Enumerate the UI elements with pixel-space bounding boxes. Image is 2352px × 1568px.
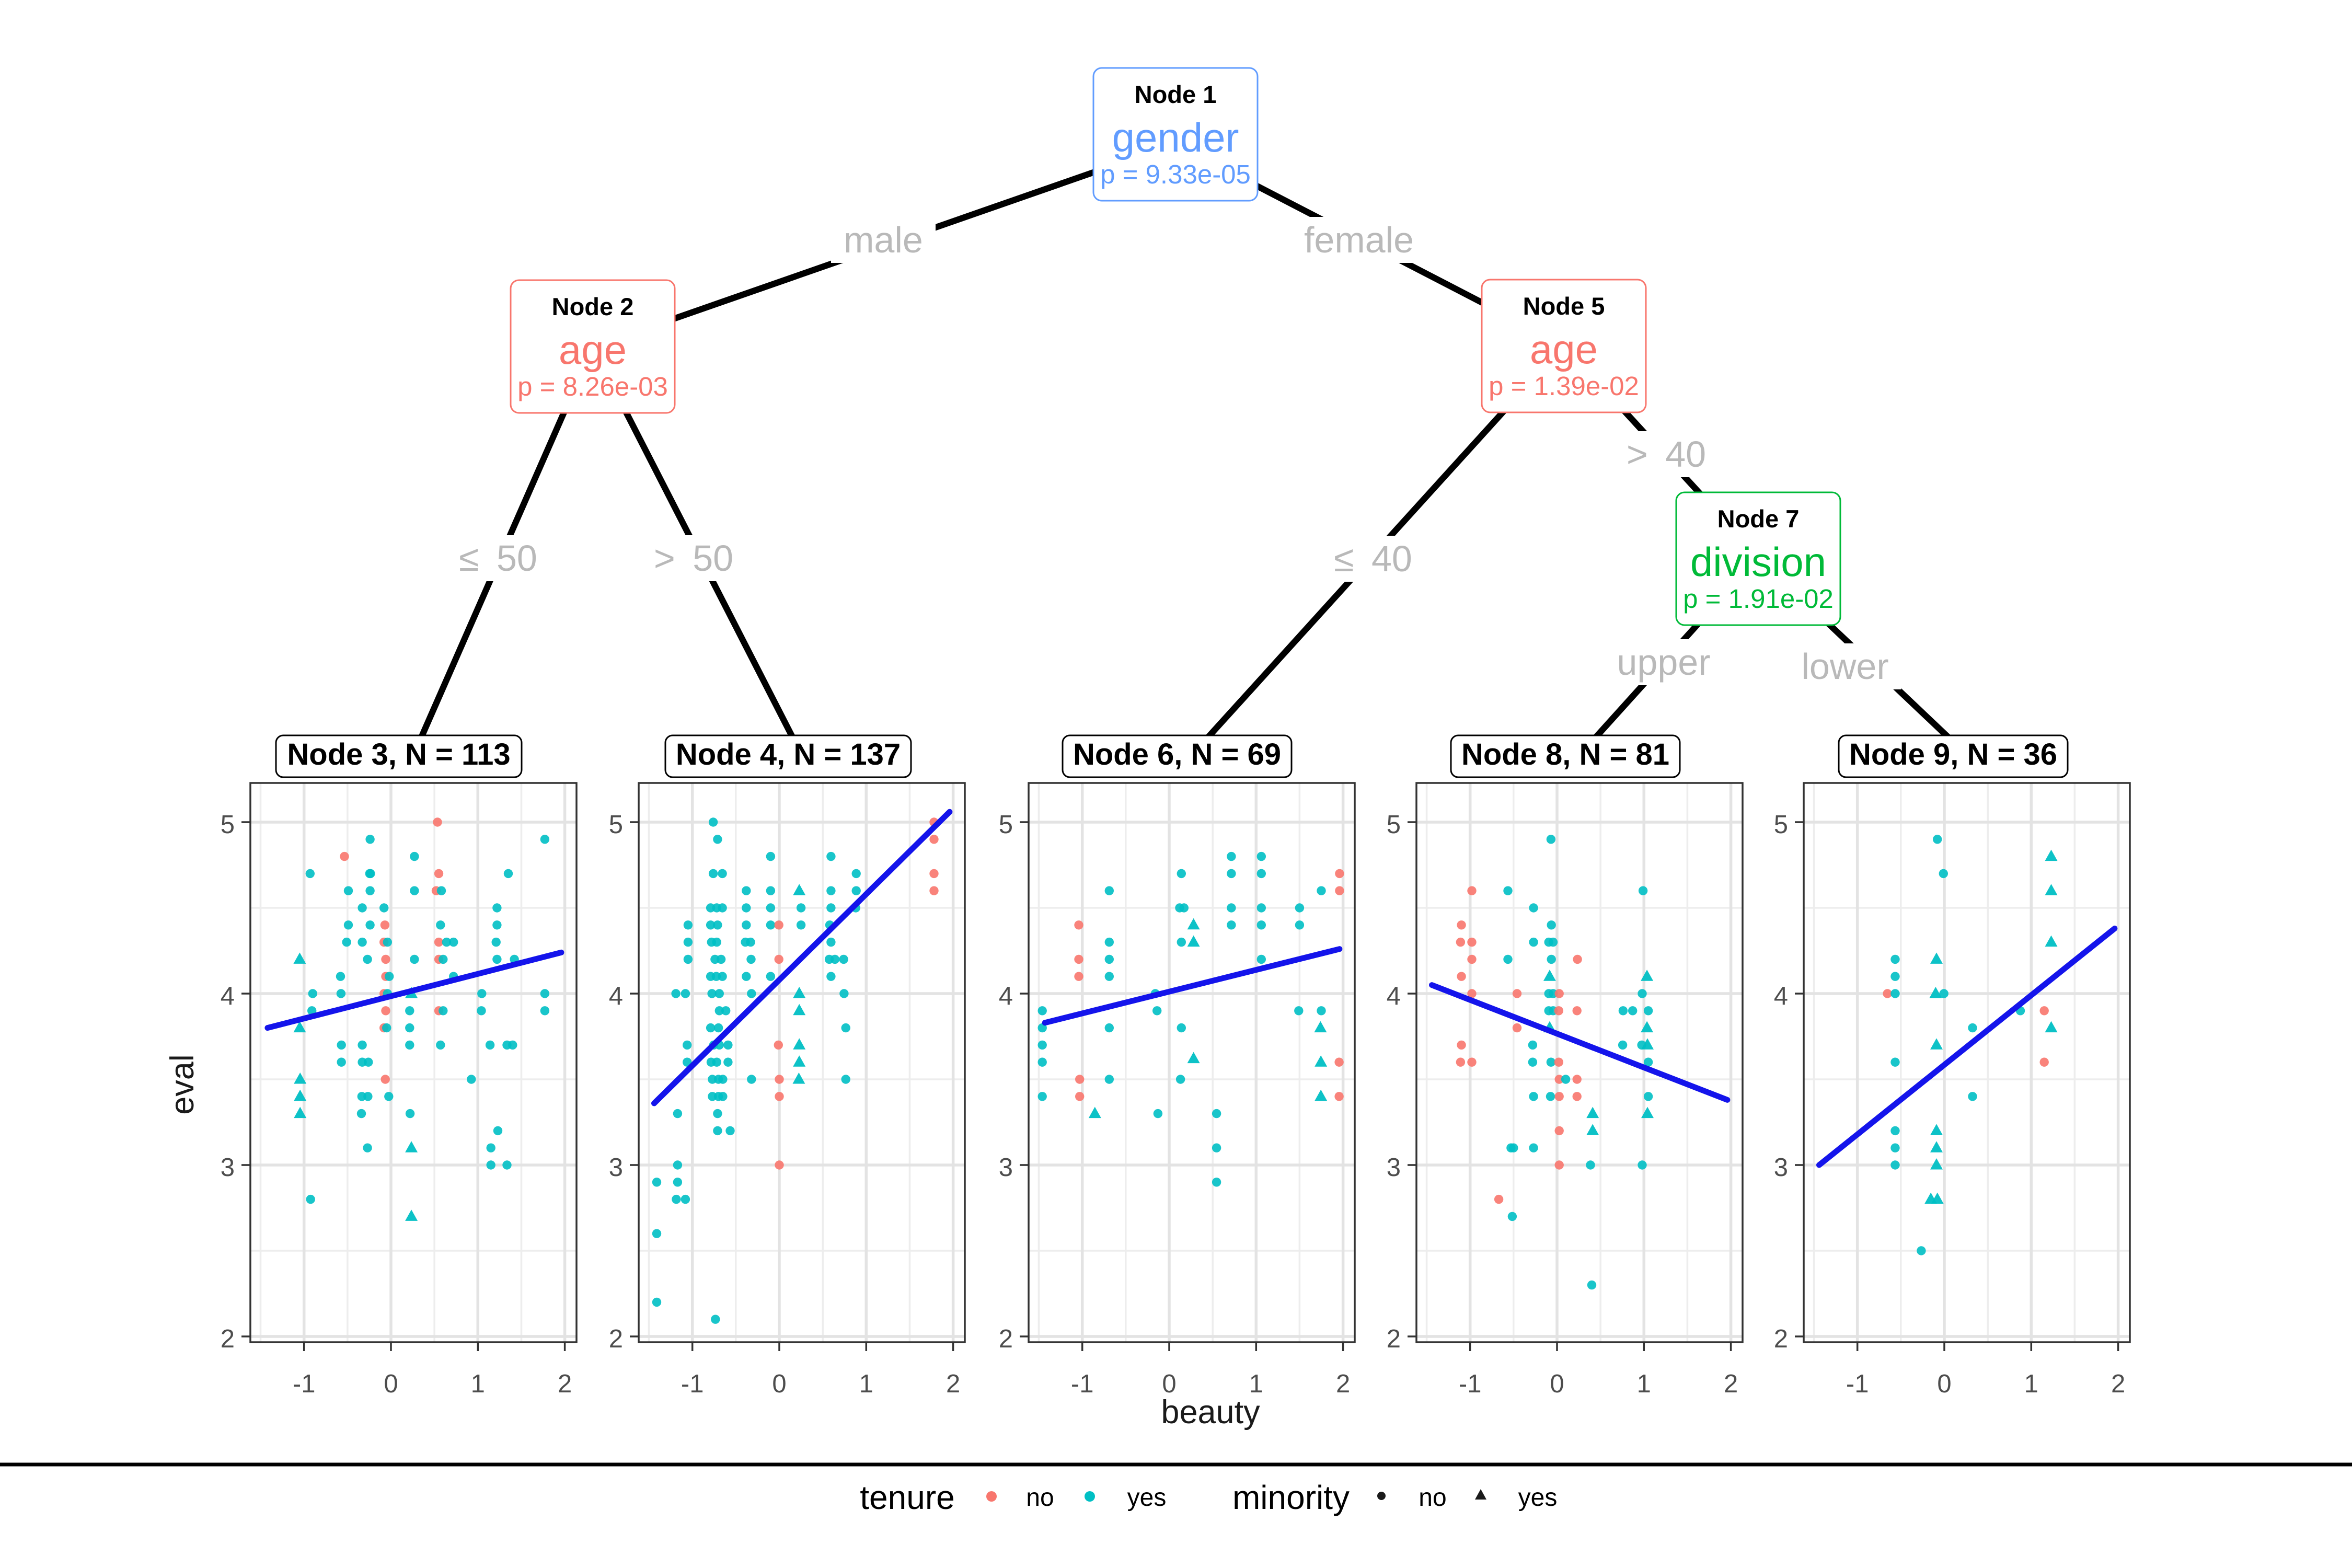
svg-text:> 50: > 50 <box>654 538 733 579</box>
svg-text:5: 5 <box>609 811 623 839</box>
svg-text:4: 4 <box>1387 982 1401 1010</box>
svg-text:2: 2 <box>999 1325 1013 1353</box>
svg-text:2: 2 <box>558 1370 572 1398</box>
svg-text:3: 3 <box>999 1154 1013 1182</box>
svg-text:-1: -1 <box>1071 1370 1094 1398</box>
svg-text:-1: -1 <box>681 1370 704 1398</box>
svg-text:5: 5 <box>1774 811 1788 839</box>
svg-text:1: 1 <box>2024 1370 2038 1398</box>
svg-text:Node 8, N = 81: Node 8, N = 81 <box>1461 737 1669 771</box>
svg-text:0: 0 <box>1550 1370 1564 1398</box>
svg-text:Node 6, N = 69: Node 6, N = 69 <box>1073 737 1281 771</box>
svg-text:2: 2 <box>1387 1325 1401 1353</box>
svg-text:5: 5 <box>221 811 235 839</box>
svg-text:4: 4 <box>221 982 235 1010</box>
svg-text:0: 0 <box>384 1370 398 1398</box>
svg-text:1: 1 <box>1249 1370 1263 1398</box>
svg-text:4: 4 <box>609 982 623 1010</box>
svg-text:yes: yes <box>1127 1484 1167 1512</box>
svg-text:division: division <box>1690 539 1826 585</box>
svg-text:2: 2 <box>1336 1370 1350 1398</box>
svg-text:-1: -1 <box>293 1370 316 1398</box>
svg-text:female: female <box>1304 220 1414 260</box>
svg-text:5: 5 <box>999 811 1013 839</box>
svg-text:Node 9, N = 36: Node 9, N = 36 <box>1849 737 2057 771</box>
svg-text:4: 4 <box>999 982 1013 1010</box>
svg-text:≤ 40: ≤ 40 <box>1334 538 1412 579</box>
svg-text:2: 2 <box>2111 1370 2125 1398</box>
svg-text:lower: lower <box>1801 646 1888 687</box>
svg-text:Node 1: Node 1 <box>1135 80 1217 108</box>
svg-text:2: 2 <box>946 1370 960 1398</box>
svg-text:0: 0 <box>1937 1370 1951 1398</box>
svg-text:male: male <box>844 220 923 260</box>
svg-text:Node 5: Node 5 <box>1523 292 1605 320</box>
svg-text:p = 1.39e-02: p = 1.39e-02 <box>1489 371 1639 401</box>
svg-text:Node 4, N = 137: Node 4, N = 137 <box>676 737 901 771</box>
svg-text:yes: yes <box>1518 1484 1558 1512</box>
svg-text:Node 2: Node 2 <box>552 293 634 320</box>
svg-text:5: 5 <box>1387 811 1401 839</box>
svg-text:1: 1 <box>1637 1370 1651 1398</box>
svg-text:no: no <box>1419 1484 1446 1512</box>
svg-text:age: age <box>1530 326 1598 372</box>
svg-text:-1: -1 <box>1459 1370 1482 1398</box>
svg-text:3: 3 <box>609 1154 623 1182</box>
svg-text:2: 2 <box>221 1325 235 1353</box>
svg-text:3: 3 <box>1387 1154 1401 1182</box>
svg-text:0: 0 <box>1162 1370 1176 1398</box>
svg-text:2: 2 <box>609 1325 623 1353</box>
svg-text:2: 2 <box>1774 1325 1788 1353</box>
svg-text:minority: minority <box>1232 1479 1350 1516</box>
svg-text:4: 4 <box>1774 982 1788 1010</box>
svg-text:-1: -1 <box>1846 1370 1869 1398</box>
svg-text:beauty: beauty <box>1161 1394 1260 1431</box>
svg-text:gender: gender <box>1112 114 1239 160</box>
svg-text:tenure: tenure <box>860 1479 954 1516</box>
svg-text:≤ 50: ≤ 50 <box>459 538 537 579</box>
svg-text:1: 1 <box>859 1370 873 1398</box>
svg-text:2: 2 <box>1724 1370 1738 1398</box>
svg-text:eval: eval <box>164 1054 201 1115</box>
svg-text:3: 3 <box>1774 1154 1788 1182</box>
svg-text:p = 9.33e-05: p = 9.33e-05 <box>1100 159 1251 189</box>
svg-text:upper: upper <box>1617 642 1710 683</box>
svg-text:no: no <box>1026 1484 1054 1512</box>
svg-text:p = 1.91e-02: p = 1.91e-02 <box>1683 584 1834 614</box>
svg-text:Node 7: Node 7 <box>1717 505 1800 533</box>
svg-text:0: 0 <box>772 1370 786 1398</box>
svg-text:> 40: > 40 <box>1627 434 1706 475</box>
svg-text:Node 3, N = 113: Node 3, N = 113 <box>287 737 510 771</box>
svg-text:p = 8.26e-03: p = 8.26e-03 <box>517 372 668 401</box>
svg-text:3: 3 <box>221 1154 235 1182</box>
svg-text:1: 1 <box>471 1370 485 1398</box>
svg-text:age: age <box>559 327 627 373</box>
